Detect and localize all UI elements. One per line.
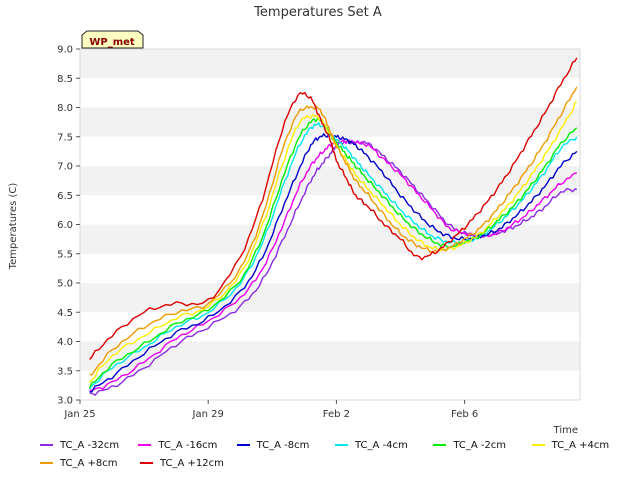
legend-item: TC_A -32cm [40,440,138,451]
legend-swatch [433,444,447,446]
legend-label: TC_A -16cm [158,439,218,451]
legend-label: TC_A +12cm [160,457,224,469]
y-tick-label: 4.5 [57,308,73,319]
series-line-tc-a-16cm [89,139,577,392]
x-axis-ticks: Jan 25 Jan 29 Feb 2 Feb 6 [63,400,478,420]
legend-label: TC_A -32cm [60,439,120,451]
legend-swatch [334,444,348,446]
legend-item: TC_A -16cm [138,440,236,451]
legend-label: TC_A -8cm [256,439,310,451]
y-tick-label: 5.0 [57,279,73,290]
grid-band [80,49,580,79]
series-line-tc-a-4cm [89,122,578,390]
legend-label: TC_A +4cm [551,439,610,451]
series-line-tc-a-2cm [88,118,578,389]
grid-band [80,283,580,313]
y-tick-label: 3.5 [57,366,73,377]
legend-item: TC_A -2cm [433,440,531,451]
grid-band [80,341,580,371]
y-axis-ticks: 3.0 3.5 4.0 4.5 5.0 5.5 6.0 6.5 7.0 7.5 8.0 8.5 9.0 [57,45,80,407]
legend-row: TC_A +8cm TC_A +12cm [40,454,630,472]
legend-item: TC_A -4cm [334,439,433,451]
y-tick-label: 6.0 [57,220,73,231]
legend-swatch [138,444,152,446]
legend-item: TC_A +8cm [40,458,140,469]
legend-label: TC_A -2cm [453,439,507,451]
y-tick-label: 7.0 [57,162,73,173]
y-tick-label: 6.5 [57,191,73,202]
y-tick-label: 7.5 [57,132,73,143]
x-tick-label: Feb 2 [323,409,350,420]
series-line-tc-a-8cm [89,86,578,376]
y-tick-label: 9.0 [57,45,73,56]
y-tick-label: 8.5 [57,74,73,85]
site-badge-label: WP_met [89,37,135,48]
y-tick-label: 3.0 [57,396,73,407]
x-tick-label: Feb 6 [451,409,478,420]
y-tick-label: 4.0 [57,337,73,348]
legend-row: TC_A -32cm TC_A -16cm TC_A -8cm TC_A -4cm TC… [40,436,630,454]
grid-band [80,166,580,196]
series-line-tc-a-12cm [89,57,578,360]
y-tick-label: 5.5 [57,249,73,260]
series-line-tc-a-8cm [89,133,578,393]
legend-swatch [140,462,153,464]
series-lines [88,57,578,396]
site-badge: WP_met [81,30,144,49]
legend-item: TC_A +12cm [140,458,240,469]
grid-band [80,224,580,254]
legend: TC_A -32cm TC_A -16cm TC_A -8cm TC_A -4cm TC… [40,436,630,472]
series-line-tc-a-4cm [89,101,578,383]
chart-title: Temperatures Set A [253,5,382,20]
legend-swatch [236,444,250,446]
legend-label: TC_A +8cm [60,457,118,469]
legend-item: TC_A -8cm [236,439,335,451]
x-tick-label: Jan 29 [192,409,224,420]
y-tick-label: 8.0 [57,103,73,114]
legend-swatch [40,444,53,446]
legend-swatch [531,444,545,446]
x-tick-label: Jan 25 [63,409,95,420]
x-axis-label: Time [553,425,578,436]
y-axis-label: Temperatures (C) [8,183,19,271]
legend-item: TC_A +4cm [531,439,630,451]
legend-label: TC_A -4cm [354,439,408,451]
legend-swatch [40,462,53,464]
